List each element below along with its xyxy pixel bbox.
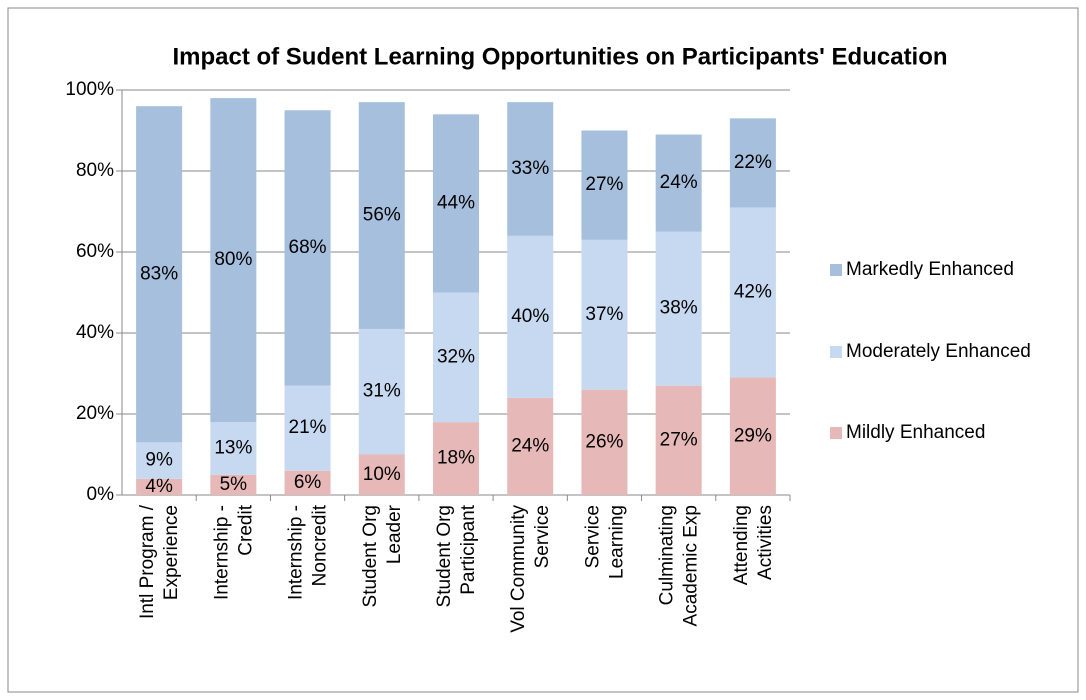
data-label: 56% [363,205,401,226]
y-tick-label: 0% [87,484,115,505]
y-tick-label: 60% [76,241,114,262]
legend-label: Moderately Enhanced [846,341,1031,362]
bar-segment [210,98,257,423]
bar-segment [729,207,776,378]
bar-segment [507,397,554,495]
x-tick-label: Internship - [211,505,232,600]
bar-segment [433,114,479,293]
bar-segment [358,454,405,495]
data-label: 21% [289,417,327,438]
x-tick-label: Internship - [286,505,307,600]
data-label: 44% [437,192,475,213]
x-tick-label: Leader [384,504,405,564]
bar-segment [655,134,702,232]
x-tick-label: Noncredit [310,504,331,586]
bar-segment [729,377,776,495]
data-label: 83% [140,263,178,284]
x-tick-label: Attending [731,505,752,585]
bar-segment [136,106,183,443]
x-tick-label: Intl Program / [137,504,158,619]
bar-segment [581,130,628,240]
legend-label: Mildly Enhanced [846,422,985,443]
bar-segment [210,474,257,495]
data-label: 26% [585,431,623,452]
x-tick-label: Academic Exp [681,505,702,626]
data-label: 40% [511,306,549,327]
data-label: 5% [220,474,248,495]
bar-segment [136,478,183,495]
data-label: 29% [734,425,772,446]
x-tick-label: Student Org [434,505,455,607]
x-tick-label: Credit [235,504,256,555]
x-tick-label: Learning [606,505,627,579]
data-label: 80% [214,249,252,270]
legend-swatch [830,264,842,276]
data-label: 68% [289,237,327,258]
data-label: 10% [363,464,401,485]
x-tick-label: Culminating [657,505,678,605]
x-tick-label: Service [582,505,603,568]
data-label: 4% [145,476,173,497]
x-tick-label: Vol Community [508,505,529,633]
y-tick-label: 20% [76,403,114,424]
bar-segment [433,292,479,423]
bar-segment [507,102,554,236]
data-label: 6% [294,472,322,493]
data-label: 32% [437,346,475,367]
data-label: 37% [585,304,623,325]
chart-title: Impact of Sudent Learning Opportunities … [172,43,947,70]
data-label: 9% [145,450,173,471]
data-label: 38% [660,298,698,319]
x-tick-label: Experience [161,505,182,600]
data-label: 24% [511,435,549,456]
data-label: 27% [660,429,698,450]
x-tick-label: Participant [458,504,479,594]
data-label: 18% [437,448,475,469]
data-label: 13% [214,437,252,458]
x-tick-label: Student Org [360,505,381,607]
x-tick-label: Service [532,505,553,568]
data-label: 24% [660,172,698,193]
x-tick-label: Activities [755,505,776,580]
bar-segment [581,389,628,495]
bar-segment [507,235,554,398]
y-tick-label: 100% [65,79,114,100]
legend-label: Markedly Enhanced [846,259,1014,280]
bar-segment [136,442,183,479]
legend-swatch [830,427,842,439]
data-label: 42% [734,282,772,303]
bar-segment [284,385,331,471]
y-tick-label: 40% [76,322,114,343]
bar-segment [433,422,479,495]
bar-segment [284,470,331,495]
bar-segment [655,231,702,386]
data-label: 27% [585,174,623,195]
data-label: 22% [734,152,772,173]
bar-segment [729,118,776,208]
bar-segment [358,328,405,455]
data-label: 31% [363,381,401,402]
bar-segment [210,422,257,475]
bar-segment [284,110,331,386]
legend-swatch [830,346,842,358]
bar-segment [655,385,702,495]
data-label: 33% [511,158,549,179]
bar-segment [358,102,405,329]
bar-segment [581,239,628,390]
y-tick-label: 80% [76,160,114,181]
